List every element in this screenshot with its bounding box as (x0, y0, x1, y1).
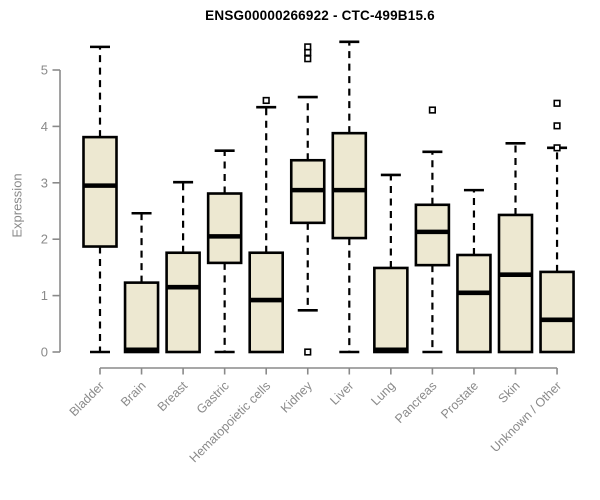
boxplot-lung (373, 173, 409, 354)
y-tick-label: 4 (41, 119, 48, 134)
y-axis-title: Expression (9, 173, 25, 238)
x-tick-label-pancreas: Pancreas (392, 379, 439, 426)
x-tick-label-hematopoietic-cells: Hematopoietic cells (187, 379, 274, 466)
x-tick-label-liver: Liver (327, 379, 356, 408)
iqr-box (497, 213, 534, 354)
iqr-box (539, 270, 575, 354)
outlier-point (304, 43, 312, 51)
x-tick-label-kidney: Kidney (278, 378, 315, 415)
y-tick-label: 2 (41, 232, 48, 247)
y-tick-label: 5 (41, 63, 48, 78)
chart-title: ENSG00000266922 - CTC-499B15.6 (205, 8, 435, 23)
x-tick-label-lung: Lung (368, 379, 398, 409)
boxplot-liver (331, 40, 368, 354)
y-tick-label: 0 (41, 345, 48, 360)
outlier-point (553, 144, 561, 152)
boxplot-kidney (289, 43, 326, 356)
boxplot-pancreas (414, 106, 451, 354)
y-tick-label: 3 (41, 175, 48, 190)
iqr-box (82, 135, 118, 248)
outlier-point (304, 348, 312, 356)
x-tick-label-prostate: Prostate (438, 379, 481, 422)
boxplot-bladder (82, 45, 118, 354)
x-tick-label-skin: Skin (496, 379, 523, 406)
y-tick-label: 1 (41, 288, 48, 303)
x-tick-label-breast: Breast (155, 378, 191, 414)
boxplot-unknown-other (539, 99, 575, 354)
outlier-point (553, 122, 561, 130)
boxplot-breast (165, 180, 201, 354)
boxplot-hematopoietic-cells (248, 96, 284, 354)
iqr-box (373, 266, 409, 354)
iqr-box (414, 203, 451, 267)
outlier-point (553, 99, 561, 107)
iqr-box (206, 192, 243, 265)
boxplot-gastric (206, 149, 243, 354)
boxplot-prostate (456, 188, 492, 354)
outlier-point (428, 106, 437, 114)
outlier-point (304, 55, 312, 63)
x-tick-label-gastric: Gastric (194, 379, 232, 417)
outlier-point (304, 48, 312, 57)
iqr-box (165, 251, 201, 354)
outlier-point (262, 96, 270, 105)
iqr-box (456, 253, 492, 354)
boxplot-brain (123, 211, 160, 354)
x-tick-label-brain: Brain (118, 379, 149, 410)
x-tick-label-bladder: Bladder (67, 379, 107, 419)
iqr-box (123, 281, 160, 354)
boxplot-skin (497, 142, 534, 354)
x-tick-label-unknown-other: Unknown / Other (488, 379, 564, 455)
y-axis: 0 1 2 3 4 5 (41, 63, 61, 360)
iqr-box (331, 131, 368, 240)
